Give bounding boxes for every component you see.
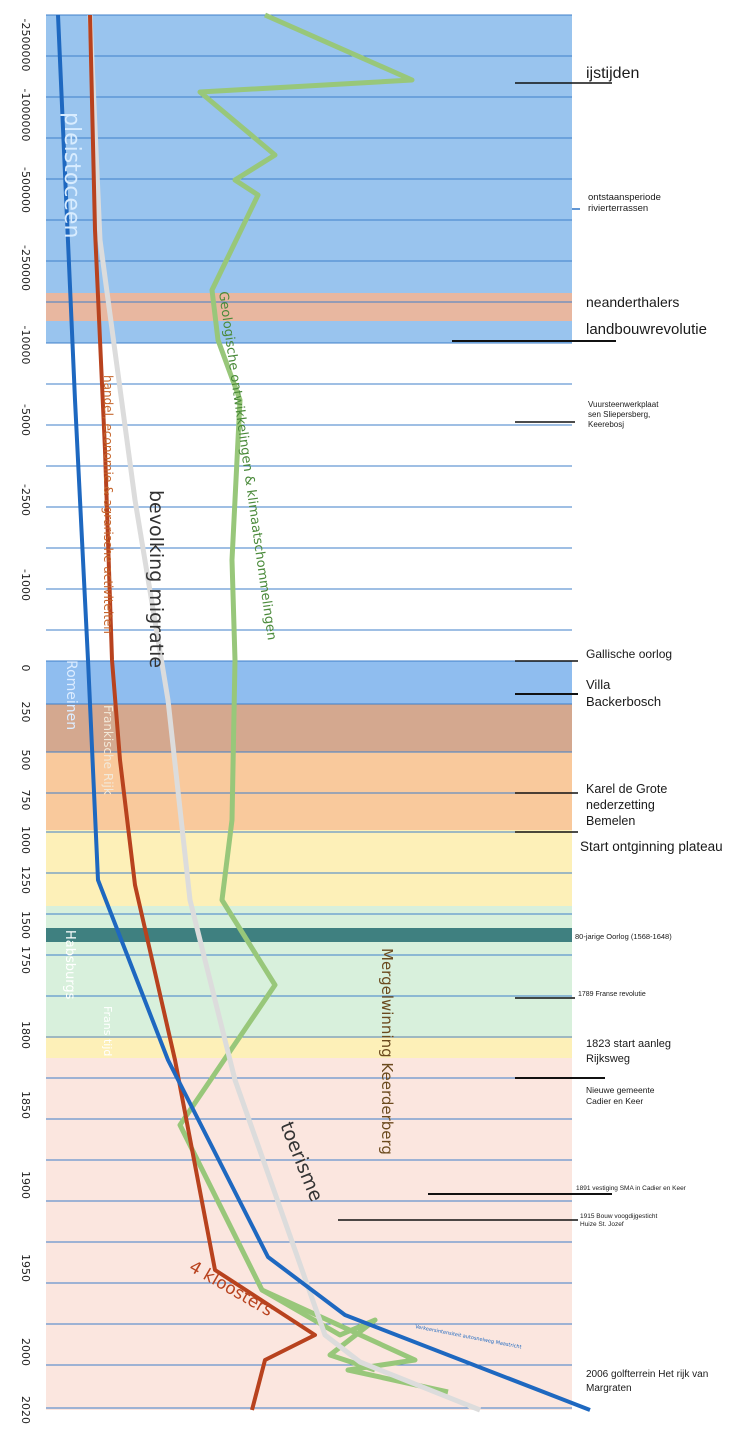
band-ice-age-2	[46, 321, 572, 343]
event-label-line: Backerbosch	[586, 694, 661, 709]
axis-tick-label: -1000	[19, 569, 32, 601]
event-label-line: Huize St. Jozef	[580, 1221, 624, 1228]
axis-tick-label: -2500	[19, 484, 32, 516]
band-modern	[46, 1058, 572, 1410]
event-label-line: rivierterrassen	[588, 203, 648, 214]
axis-tick-label: 2020	[19, 1396, 32, 1424]
band-ice-age	[46, 15, 572, 293]
band-eighty-years-war	[46, 928, 572, 942]
event-label-line: Margraten	[586, 1383, 632, 1394]
label-mergel: Mergelwinning Keerderberg	[378, 948, 396, 1155]
green-geology-branch	[260, 1287, 378, 1373]
band-frankish	[46, 704, 572, 752]
event-label-line: Karel de Grote	[586, 782, 667, 796]
band-french	[46, 1036, 572, 1058]
white-population-line	[87, 14, 481, 1413]
label-handel: handel, economie & agrarische activiteit…	[101, 375, 115, 634]
band-prehistory	[46, 343, 572, 661]
axis-tick-label: 1900	[19, 1171, 32, 1199]
event-label-line: Vuursteenwerkplaat	[588, 400, 659, 409]
label-frankische: Frankische Rijk	[101, 705, 115, 795]
event-label-gallische: Gallische oorlog	[586, 647, 672, 661]
event-label-neanderthalers: neanderthalers	[586, 294, 679, 310]
axis-tick-label: 1000	[19, 826, 32, 854]
label-pleistoceen: pleistoceen	[59, 112, 84, 238]
event-label-franse: 1789 Franse revolutie	[578, 991, 646, 998]
event-label-line: sen Sliepersberg,	[588, 410, 650, 419]
axis-tick-label: 1250	[19, 866, 32, 894]
label-bevolking: bevolking migratie	[145, 490, 167, 668]
axis-ticks: -2500000-1000000-500000-250000-10000-500…	[19, 19, 32, 1424]
event-label-gemeente: Nieuwe gemeente Cadier en Keer	[586, 1085, 655, 1106]
red-trade-line	[88, 14, 317, 1411]
event-label-line: 1915 Bouw voogdijgesticht	[580, 1213, 658, 1220]
event-label-vuursteen: Vuursteenwerkplaat sen Sliepersberg, Keere…	[588, 400, 659, 429]
event-label-sma: 1891 vestiging SMA in Cadier en Keer	[576, 1185, 687, 1192]
event-label-ontginning: Start ontginning plateau	[580, 839, 723, 854]
axis-tick-label: -500000	[19, 167, 32, 213]
event-label-line: landbouwrevolutie	[586, 321, 707, 338]
event-label-line: Villa	[586, 677, 611, 692]
event-label-line: Start ontginning plateau	[580, 839, 723, 854]
band-medieval	[46, 752, 572, 830]
event-label-karel: Karel de Grote nederzetting Bemelen	[586, 782, 667, 828]
event-label-line: ijstijden	[586, 65, 639, 82]
axis-tick-label: -2500000	[19, 19, 32, 72]
axis-tick-label: -10000	[19, 326, 32, 365]
event-label-line: nederzetting	[586, 798, 655, 812]
theme-lines	[56, 12, 591, 1413]
band-late-medieval	[46, 830, 572, 906]
axis-tick-label: -5000	[19, 404, 32, 436]
event-label-villa: Villa Backerbosch	[586, 677, 661, 709]
axis-tick-label: 1950	[19, 1254, 32, 1282]
blue-roman-line	[56, 14, 591, 1412]
event-pointer-lines	[338, 82, 616, 1221]
axis-tick-label: 750	[19, 790, 32, 811]
event-label-line: 2006 golfterrein Het rijk van	[586, 1369, 708, 1380]
axis-tick-label: 1850	[19, 1091, 32, 1119]
event-label-landbouwrevolutie: landbouwrevolutie	[586, 321, 707, 338]
event-label-line: ontstaansperiode	[588, 192, 661, 203]
event-label-line: 1823 start aanleg	[586, 1038, 671, 1050]
axis-tick-label: -250000	[19, 245, 32, 291]
event-label-line: 80-jarige Oorlog (1568-1648)	[575, 932, 672, 941]
event-label-tachtigjarige: 80-jarige Oorlog (1568-1648)	[575, 932, 672, 941]
label-romeinen: Romeinen	[63, 660, 79, 730]
event-label-line: Bemelen	[586, 814, 635, 828]
axis-tick-label: 1750	[19, 946, 32, 974]
event-label-line: Gallische oorlog	[586, 647, 672, 661]
event-label-line: neanderthalers	[586, 294, 679, 310]
event-label-line: 1789 Franse revolutie	[578, 991, 646, 998]
axis-tick-label: 1500	[19, 911, 32, 939]
event-label-ijstijden: ijstijden	[586, 65, 639, 82]
event-label-rijksweg: 1823 start aanleg Rijksweg	[586, 1038, 671, 1065]
label-habsburgs: Habsburgs	[62, 930, 77, 1000]
event-label-line: Cadier en Keer	[586, 1096, 643, 1106]
band-neanderthal	[46, 293, 572, 321]
event-label-line: Keerebosj	[588, 420, 624, 429]
band-habsburg	[46, 906, 572, 1036]
band-roman	[46, 661, 572, 704]
axis-tick-label: 500	[19, 750, 32, 771]
event-labels: ijstijden ontstaansperiode rivierterrassen…	[575, 65, 723, 1394]
axis-tick-label: 250	[19, 702, 32, 723]
event-label-golf: 2006 golfterrein Het rijk van Margraten	[586, 1369, 708, 1394]
period-bands	[46, 15, 572, 1410]
axis-tick-label: 2000	[19, 1338, 32, 1366]
axis-tick-label: -1000000	[19, 89, 32, 142]
event-label-voogdij: 1915 Bouw voogdijgesticht Huize St. Jozef	[580, 1213, 658, 1228]
event-label-line: Nieuwe gemeente	[586, 1085, 655, 1095]
axis-tick-label: 1800	[19, 1021, 32, 1049]
event-label-line: Rijksweg	[586, 1053, 630, 1065]
axis-tick-label: 0	[19, 665, 32, 672]
gridlines	[46, 14, 572, 1409]
event-label-line: 1891 vestiging SMA in Cadier en Keer	[576, 1185, 687, 1192]
label-frans: Frans tijd	[101, 1006, 114, 1056]
event-label-rivierterrassen: ontstaansperiode rivierterrassen	[588, 192, 661, 214]
